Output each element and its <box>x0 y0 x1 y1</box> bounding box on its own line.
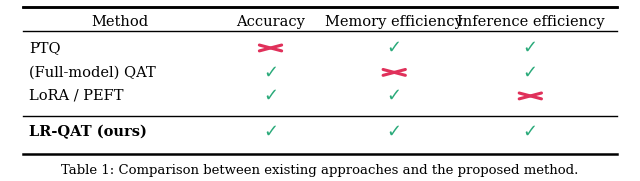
Text: ✓: ✓ <box>523 123 538 141</box>
Text: ✓: ✓ <box>387 39 402 57</box>
Text: ✓: ✓ <box>263 87 278 105</box>
Text: Memory efficiency: Memory efficiency <box>325 15 463 29</box>
Text: ✓: ✓ <box>387 87 402 105</box>
Text: Table 1: Comparison between existing approaches and the proposed method.: Table 1: Comparison between existing app… <box>61 164 579 177</box>
Text: LoRA / PEFT: LoRA / PEFT <box>29 89 124 103</box>
Text: ✓: ✓ <box>523 63 538 81</box>
Text: LR-QAT (ours): LR-QAT (ours) <box>29 125 147 139</box>
Text: (Full-model) QAT: (Full-model) QAT <box>29 65 156 79</box>
Text: ✓: ✓ <box>263 123 278 141</box>
Text: Inference efficiency: Inference efficiency <box>456 15 604 29</box>
Text: Method: Method <box>91 15 148 29</box>
Text: ✓: ✓ <box>263 63 278 81</box>
Text: PTQ: PTQ <box>29 41 61 55</box>
Text: Accuracy: Accuracy <box>236 15 305 29</box>
Text: ✓: ✓ <box>387 123 402 141</box>
Text: ✓: ✓ <box>523 39 538 57</box>
